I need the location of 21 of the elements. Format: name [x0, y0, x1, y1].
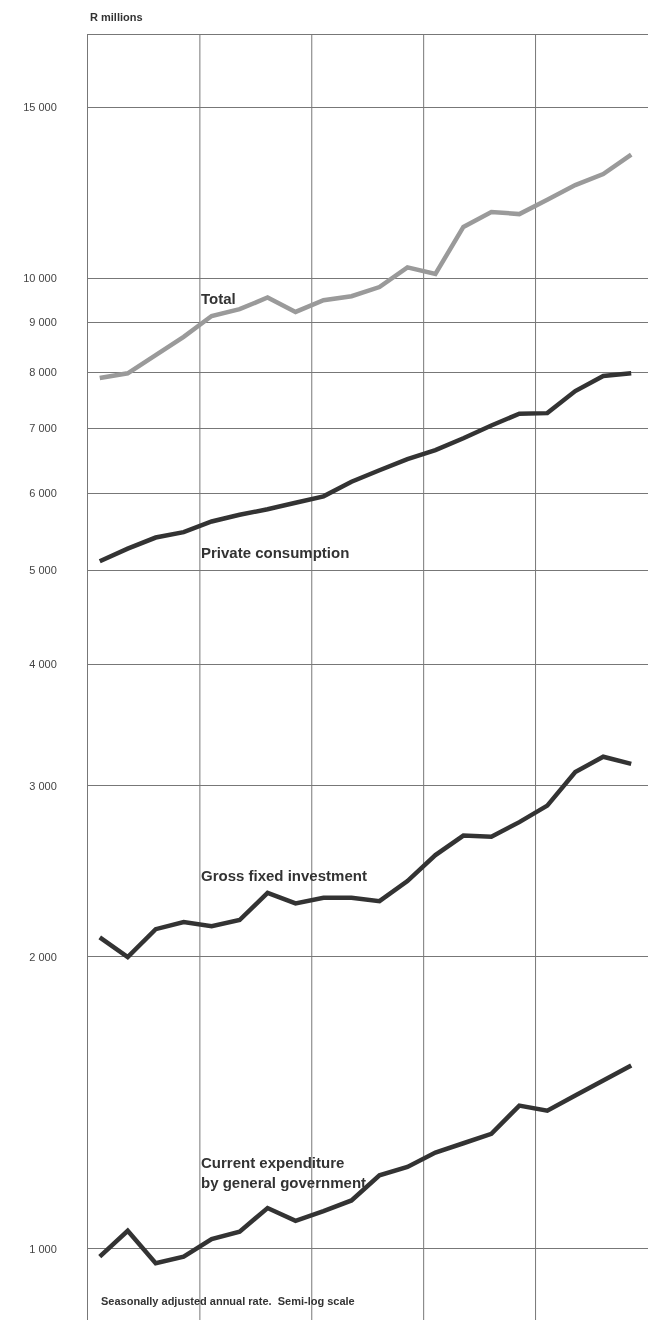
y-tick-label: 4 000 [29, 658, 57, 671]
y-tick-label: 7 000 [29, 422, 57, 435]
series-label: Gross fixed investment [201, 867, 367, 884]
series-label: Private consumption [201, 544, 350, 561]
y-axis-title: R millions [90, 11, 143, 23]
line-series [97, 152, 634, 381]
y-tick-label: 2 000 [29, 950, 57, 963]
y-tick-label: 15 000 [23, 101, 57, 114]
y-tick-label: 8 000 [29, 366, 57, 379]
y-tick-label: 3 000 [29, 779, 57, 792]
line-series [97, 1063, 634, 1266]
y-tick-label: 1 000 [29, 1242, 57, 1255]
y-tick-label: 5 000 [29, 564, 57, 577]
annotation: Seasonally adjusted annual rate. Semi-log scale [101, 1295, 355, 1307]
line-series [97, 754, 634, 960]
series-label: Total [201, 290, 236, 307]
line-series [97, 371, 634, 564]
y-tick-label: 10 000 [23, 271, 57, 284]
series-label: Current expenditure by general government [201, 1154, 367, 1191]
y-tick-label: 9 000 [29, 316, 57, 329]
y-tick-label: 6 000 [29, 487, 57, 500]
